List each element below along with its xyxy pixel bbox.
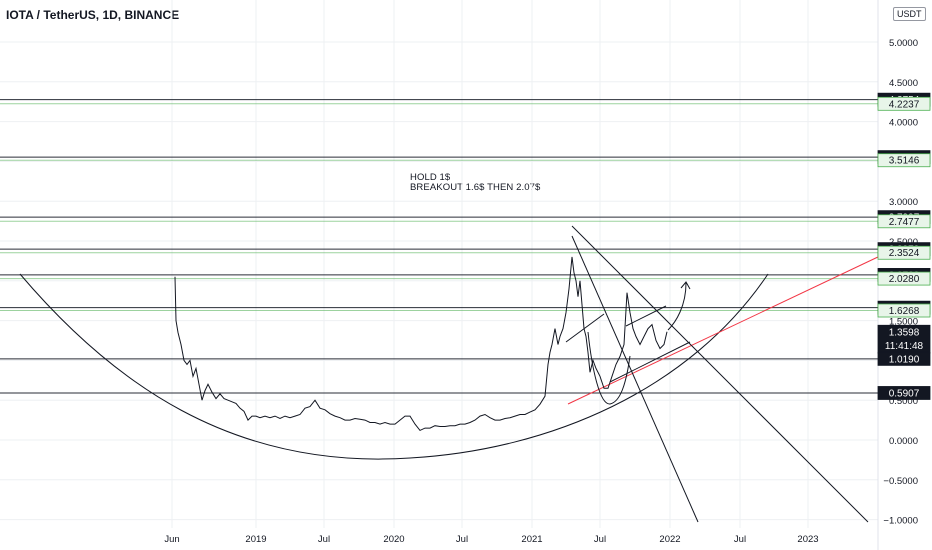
triangle-upper xyxy=(625,305,667,327)
price-label: 4.2237 xyxy=(889,99,920,110)
descending-line-long xyxy=(571,225,869,523)
x-tick-label: Jul xyxy=(734,534,746,545)
y-tick-label: 5.0000 xyxy=(889,38,918,49)
horizontal-levels xyxy=(0,99,878,394)
time-axis[interactable]: Jun 2019 Jul 2020 Jul 2021 Jul 2022 Jul 2023 xyxy=(164,534,818,545)
grid xyxy=(0,0,879,550)
x-tick-label: Jun xyxy=(164,534,179,545)
price-label-box xyxy=(877,351,931,366)
x-tick-label: Jul xyxy=(594,534,606,545)
price-label-box xyxy=(877,386,931,400)
rounding-bottom-arc xyxy=(19,273,769,460)
x-tick-label: 2023 xyxy=(797,534,818,545)
x-tick-label: 2022 xyxy=(659,534,680,545)
drawings xyxy=(19,225,881,523)
x-tick-label: Jul xyxy=(456,534,468,545)
price-label: 2.7477 xyxy=(889,217,920,228)
price-label-box xyxy=(877,245,931,260)
price-label-box xyxy=(877,96,931,111)
y-tick-label: 3.0000 xyxy=(889,197,918,208)
annotation-breakout: BREAKOUT 1.6$ THEN 2.07$ xyxy=(410,182,541,193)
price-label: 1.0190 xyxy=(889,354,920,365)
descending-line-steep xyxy=(571,235,699,523)
x-tick-label: 2020 xyxy=(383,534,404,545)
price-label: 0.5907 xyxy=(889,388,920,399)
price-label: 1.6268 xyxy=(889,306,920,317)
pattern-drawings xyxy=(565,305,691,405)
x-tick-label: 2021 xyxy=(521,534,542,545)
price-label-box xyxy=(877,214,931,229)
channel-line xyxy=(565,313,605,343)
red-trendline xyxy=(567,255,881,405)
x-tick-label: 2019 xyxy=(245,534,266,545)
y-tick-label: −0.5000 xyxy=(883,476,918,487)
price-label-box xyxy=(877,153,931,168)
price-label-box xyxy=(877,303,931,318)
countdown-label: 11:41:48 xyxy=(885,341,924,352)
price-label-box xyxy=(877,324,931,354)
triangle-lower xyxy=(609,341,691,383)
y-tick-label: 1.5000 xyxy=(889,317,918,328)
price-line xyxy=(174,256,668,432)
x-tick-label: Jul xyxy=(318,534,330,545)
price-label: 2.0280 xyxy=(889,274,920,285)
price-label: 2.3524 xyxy=(889,248,920,259)
price-label: 3.5146 xyxy=(889,156,920,167)
price-label-box xyxy=(877,271,931,286)
y-tick-label: 0.5000 xyxy=(889,396,918,407)
y-tick-label: 0.0000 xyxy=(889,436,918,447)
y-tick-label: −1.0000 xyxy=(883,516,918,527)
currency-unit-badge[interactable]: USDT xyxy=(893,7,926,21)
price-label: 1.3598 xyxy=(889,327,920,338)
y-tick-label: 4.5000 xyxy=(889,78,918,89)
y-tick-label: 4.0000 xyxy=(889,118,918,129)
cup-curve xyxy=(587,331,631,405)
arrow-up-icon xyxy=(667,281,691,331)
price-labels: 4.27544.22373.55383.51462.79972.74772.39… xyxy=(877,92,931,400)
chart-title: IOTA / TetherUS, 1D, BINANCE xyxy=(6,8,180,22)
annotation-hold: HOLD 1$ xyxy=(410,172,451,183)
